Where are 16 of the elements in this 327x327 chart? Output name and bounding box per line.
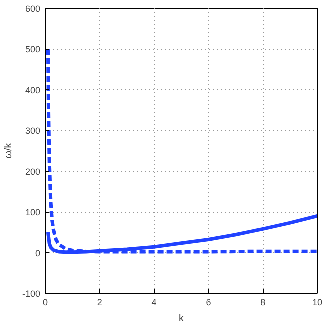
y-tick-label: 600: [25, 4, 41, 14]
x-tick-label: 8: [260, 298, 266, 308]
y-tick-label: 0: [35, 248, 41, 258]
x-tick-label: 6: [206, 298, 212, 308]
y-axis-title: ω/k: [3, 142, 14, 159]
y-tick-label: 500: [25, 44, 41, 55]
x-axis-title: k: [179, 314, 185, 324]
x-tick-label: 4: [152, 298, 157, 308]
y-tick-label: -100: [22, 289, 40, 299]
x-tick-label: 10: [312, 298, 323, 308]
y-tick-label: 400: [25, 85, 41, 96]
y-tick-label: 100: [25, 208, 41, 218]
y-tick-label: 300: [25, 126, 41, 136]
x-tick-label: 2: [97, 298, 102, 308]
x-tick-label: 0: [42, 298, 48, 308]
y-tick-label: 200: [25, 166, 41, 177]
